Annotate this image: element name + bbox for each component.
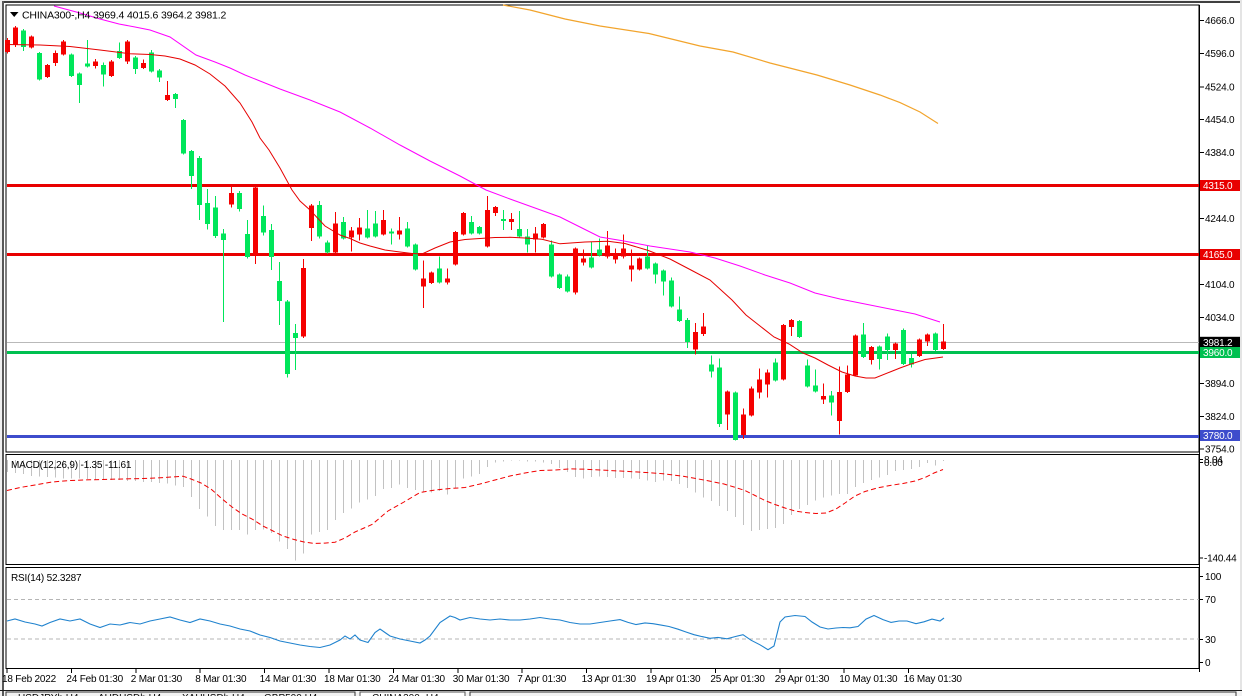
svg-text:4165.0: 4165.0 xyxy=(1203,250,1233,261)
svg-text:4666.0: 4666.0 xyxy=(1205,16,1235,27)
svg-text:3754.0: 3754.0 xyxy=(1205,445,1235,456)
svg-text:3780.0: 3780.0 xyxy=(1203,431,1233,442)
svg-text:4524.0: 4524.0 xyxy=(1205,82,1235,93)
svg-text:3960.0: 3960.0 xyxy=(1203,348,1233,359)
svg-text:14 Mar 01:30: 14 Mar 01:30 xyxy=(260,674,317,685)
svg-text:4244.0: 4244.0 xyxy=(1205,214,1235,225)
svg-text:XAUUSDb,H4: XAUUSDb,H4 xyxy=(182,693,245,696)
svg-text:0: 0 xyxy=(1205,658,1211,669)
svg-text:0.00: 0.00 xyxy=(1204,458,1223,469)
svg-text:8 Mar 01:30: 8 Mar 01:30 xyxy=(195,674,247,685)
svg-text:30 Mar 01:30: 30 Mar 01:30 xyxy=(453,674,510,685)
svg-text:3894.0: 3894.0 xyxy=(1205,379,1235,390)
svg-text:24 Feb 01:30: 24 Feb 01:30 xyxy=(66,674,123,685)
svg-text:16 May 01:30: 16 May 01:30 xyxy=(904,674,963,685)
svg-text:30: 30 xyxy=(1205,635,1216,646)
svg-text:4104.0: 4104.0 xyxy=(1205,280,1235,291)
svg-text:70: 70 xyxy=(1205,595,1216,606)
svg-text:10 May 01:30: 10 May 01:30 xyxy=(839,674,898,685)
svg-text:4454.0: 4454.0 xyxy=(1205,115,1235,126)
svg-text:4034.0: 4034.0 xyxy=(1205,313,1235,324)
svg-text:13 Apr 01:30: 13 Apr 01:30 xyxy=(582,674,637,685)
svg-text:4315.0: 4315.0 xyxy=(1203,181,1233,192)
svg-text:24 Mar 01:30: 24 Mar 01:30 xyxy=(388,674,445,685)
svg-text:CHINA300-,H4 3969.4 4015.6 396: CHINA300-,H4 3969.4 4015.6 3964.2 3981.2 xyxy=(22,10,226,22)
svg-text:25 Apr 01:30: 25 Apr 01:30 xyxy=(710,674,765,685)
svg-text:100: 100 xyxy=(1205,572,1222,583)
svg-text:29 Apr 01:30: 29 Apr 01:30 xyxy=(775,674,830,685)
svg-text:GBP500,H4: GBP500,H4 xyxy=(264,693,318,696)
svg-text:AUDUSDb,H4: AUDUSDb,H4 xyxy=(98,693,162,696)
svg-text:4596.0: 4596.0 xyxy=(1205,49,1235,60)
svg-text:19 Apr 01:30: 19 Apr 01:30 xyxy=(646,674,701,685)
svg-text:3981.2: 3981.2 xyxy=(1203,338,1233,349)
svg-text:-140.44: -140.44 xyxy=(1204,553,1237,564)
svg-text:18 Mar 01:30: 18 Mar 01:30 xyxy=(324,674,381,685)
svg-text:USDJPYb,H4: USDJPYb,H4 xyxy=(18,693,79,696)
svg-text:18 Feb 2022: 18 Feb 2022 xyxy=(2,674,57,685)
svg-text:RSI(14) 52.3287: RSI(14) 52.3287 xyxy=(11,573,82,584)
svg-text:2 Mar 01:30: 2 Mar 01:30 xyxy=(131,674,183,685)
svg-text:3824.0: 3824.0 xyxy=(1205,412,1235,423)
svg-text:CHINA300-,H4: CHINA300-,H4 xyxy=(372,693,439,696)
svg-text:4384.0: 4384.0 xyxy=(1205,148,1235,159)
svg-text:MACD(12,26,9) -1.35 -11.61: MACD(12,26,9) -1.35 -11.61 xyxy=(11,460,132,471)
svg-text:8.04: 8.04 xyxy=(1204,455,1223,466)
svg-text:7 Apr 01:30: 7 Apr 01:30 xyxy=(517,674,567,685)
